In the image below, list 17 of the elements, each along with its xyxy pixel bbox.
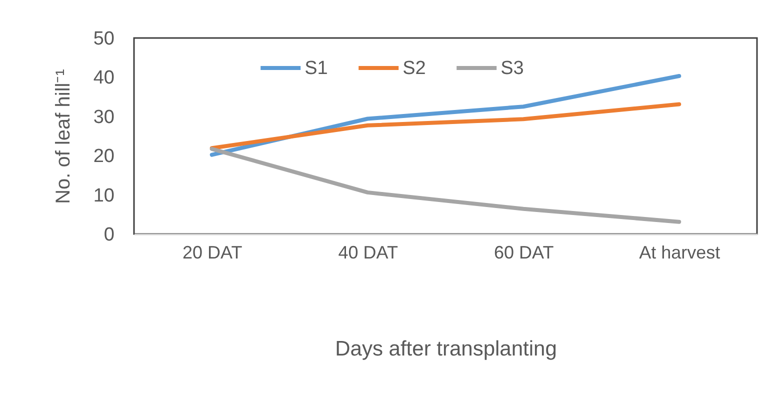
x-tick-label: 60 DAT bbox=[494, 242, 554, 262]
x-tick-label: 20 DAT bbox=[182, 242, 242, 262]
y-tick-label: 30 bbox=[93, 106, 114, 128]
legend-label: S2 bbox=[402, 58, 426, 79]
x-tick-label: 40 DAT bbox=[338, 242, 398, 262]
x-tick-label: At harvest bbox=[639, 242, 720, 262]
legend-label: S1 bbox=[304, 58, 328, 79]
legend-label: S3 bbox=[500, 58, 524, 79]
line-series bbox=[210, 146, 682, 224]
y-tick-label: 20 bbox=[93, 146, 114, 168]
y-axis-title: No. of leaf hill⁻¹ bbox=[52, 68, 74, 204]
x-axis-title: Days after transplanting bbox=[335, 338, 557, 360]
y-tick-label: 50 bbox=[93, 28, 114, 50]
y-tick-label: 40 bbox=[93, 68, 114, 89]
y-tick-label: 10 bbox=[93, 185, 114, 206]
line-series bbox=[210, 102, 682, 150]
y-tick-label: 0 bbox=[104, 224, 114, 246]
